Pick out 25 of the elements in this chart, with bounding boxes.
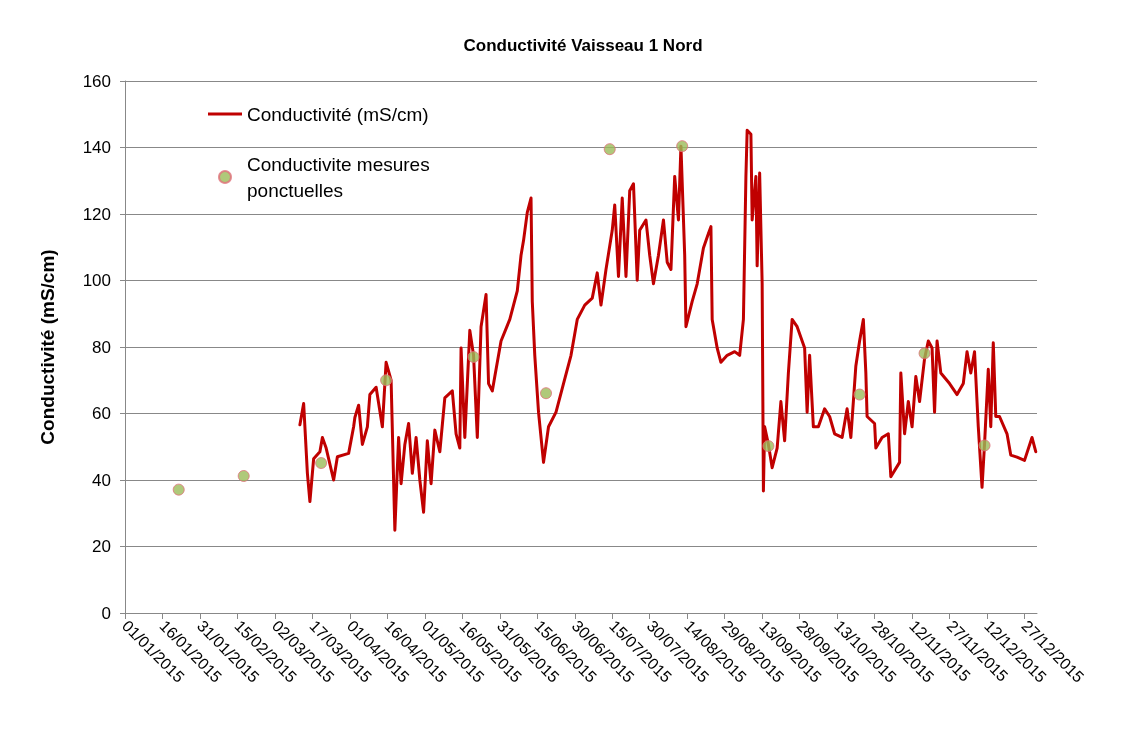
y-axis-title: Conductivité (mS/cm) — [37, 249, 58, 445]
y-tick-label: 80 — [92, 337, 111, 357]
point — [918, 347, 931, 360]
y-tick-label: 160 — [82, 71, 111, 91]
legend-label: Conductivité (mS/cm) — [247, 103, 429, 125]
y-tick-label: 20 — [92, 537, 111, 556]
y-tick-label: 40 — [92, 470, 111, 490]
point — [315, 457, 328, 470]
point — [676, 140, 689, 153]
y-tick-label: 60 — [92, 404, 111, 423]
y-tick-label: 100 — [82, 271, 111, 290]
point — [172, 483, 185, 496]
point — [540, 387, 553, 400]
y-tick-label: 140 — [82, 138, 111, 157]
point — [762, 440, 775, 453]
y-tick-label: 0 — [101, 603, 111, 623]
point — [978, 439, 991, 452]
legend-label: Conductivite mesures ponctuelles — [247, 153, 435, 201]
point — [237, 470, 250, 483]
point — [603, 143, 616, 156]
point — [467, 350, 480, 363]
y-tick-label: 120 — [82, 204, 111, 224]
point — [380, 374, 393, 387]
chart-title: Conductivité Vaisseau 1 Nord — [463, 36, 703, 55]
point — [853, 388, 866, 401]
